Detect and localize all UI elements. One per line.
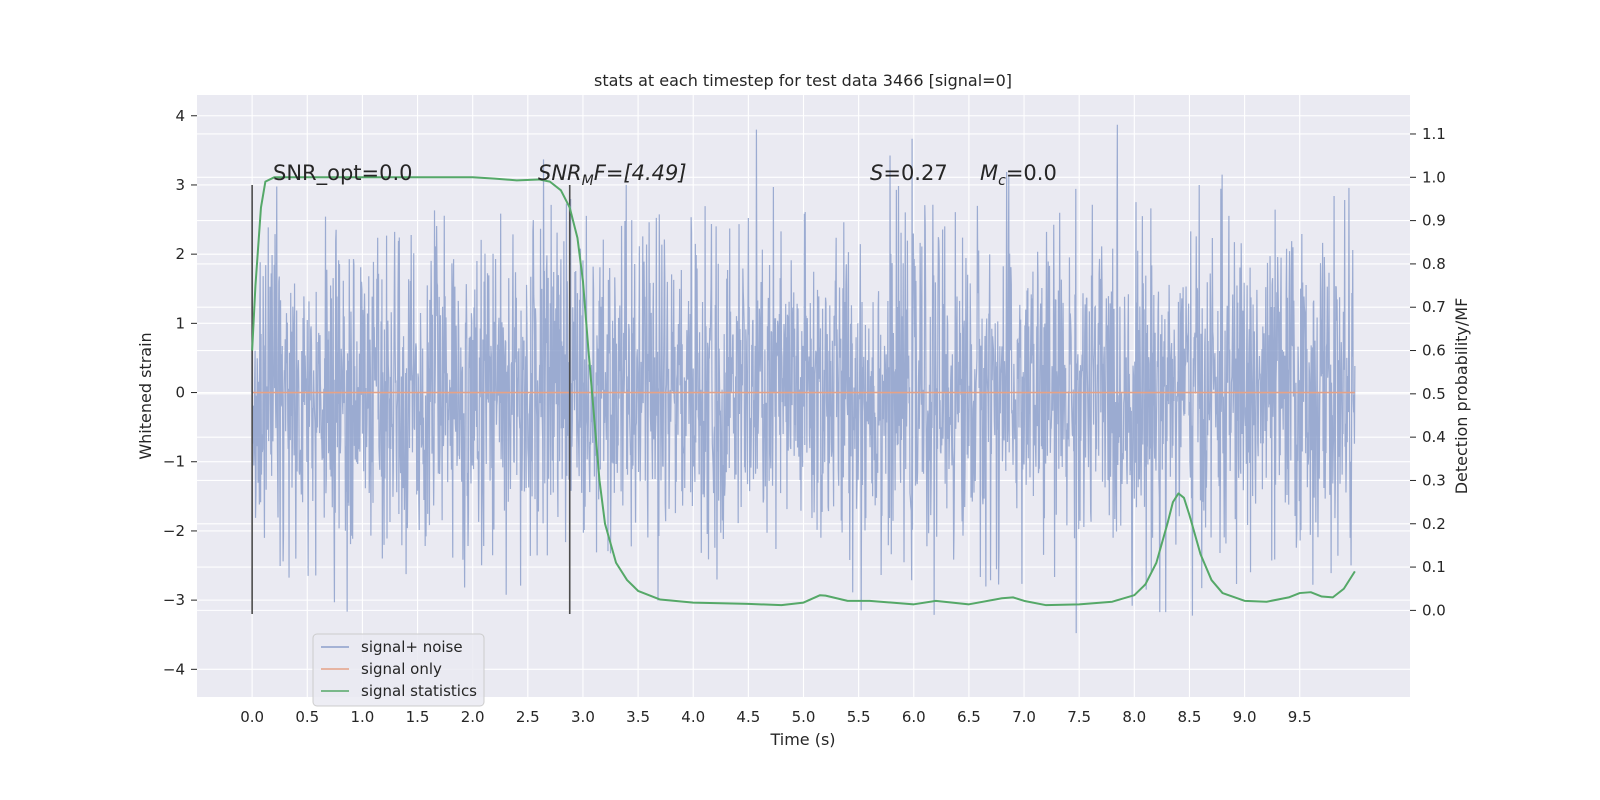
snr-mf-subscript: M: [582, 173, 594, 189]
y-right-tick-label: 0.3: [1422, 471, 1446, 489]
y-left-tick-label: −4: [163, 660, 185, 678]
x-tick-label: 4.0: [681, 708, 705, 726]
x-axis-ticks: 0.0 0.5 1.0 1.5 2.0 2.5 3.0 3.5 4.0 4.5 5.0 5.5 6.0 6…: [240, 708, 1311, 726]
mc-value: =0.0: [1006, 161, 1057, 185]
y-right-tick-label: 1.0: [1422, 168, 1446, 186]
x-tick-label: 5.5: [847, 708, 871, 726]
legend-noise-label: signal+ noise: [361, 638, 463, 656]
y-left-tick-label: 2: [175, 245, 185, 263]
mc-subscript: c: [998, 173, 1006, 189]
signal-statistics-series: [251, 176, 1356, 607]
signal-noise-line: [251, 124, 1356, 634]
x-tick-label: 3.0: [571, 708, 595, 726]
legend-box: [312, 633, 485, 707]
x-tick-label: 2.0: [461, 708, 485, 726]
y-left-tick-label: 3: [175, 176, 185, 194]
x-tick-label: 0.5: [295, 708, 319, 726]
x-tick-label: 3.5: [626, 708, 650, 726]
legend: signal+ noise signal only signal statist…: [312, 633, 485, 707]
x-tick-label: 6.5: [957, 708, 981, 726]
mc-symbol: M: [980, 161, 998, 185]
x-tick-label: 1.5: [406, 708, 430, 726]
y-right-tick-label: 0.9: [1422, 212, 1446, 230]
y-right-tick-label: 0.8: [1422, 255, 1446, 273]
y-right-tick-label: 0.2: [1422, 515, 1446, 533]
x-tick-label: 8.5: [1178, 708, 1202, 726]
y-right-tick-label: 0.6: [1422, 342, 1446, 360]
x-tick-label: 7.0: [1012, 708, 1036, 726]
x-tick-label: 1.0: [350, 708, 374, 726]
y-right-tick-label: 0.1: [1422, 558, 1446, 576]
legend-signal-label: signal only: [361, 660, 442, 678]
signal-noise-series: [251, 124, 1356, 634]
x-tick-label: 2.5: [516, 708, 540, 726]
y-left-tick-label: −2: [163, 522, 185, 540]
y-right-tick-label: 0.7: [1422, 298, 1446, 316]
x-tick-label: 9.5: [1288, 708, 1312, 726]
signal-statistics-line: [251, 176, 1356, 607]
y-right-tick-label: 0.4: [1422, 428, 1446, 446]
y-left-tick-label: −3: [163, 591, 185, 609]
s-annotation: S=0.27: [870, 161, 948, 185]
mc-annotation: Mc=0.0: [980, 161, 1057, 189]
x-tick-label: 7.5: [1067, 708, 1091, 726]
x-tick-label: 4.5: [736, 708, 760, 726]
x-tick-label: 6.0: [902, 708, 926, 726]
snr-mf-symbol: SNR: [538, 161, 582, 185]
y-right-tick-label: 0.0: [1422, 601, 1446, 619]
y-right-tick-label: 1.1: [1422, 125, 1446, 143]
x-tick-label: 9.0: [1233, 708, 1257, 726]
left-y-axis-ticks: 4 3 2 1 0 −1 −2 −3 −4: [163, 107, 197, 678]
right-y-axis-label: Detection probability/MF: [1452, 298, 1471, 495]
snr-opt-annotation: SNR_opt=0.0: [273, 161, 413, 186]
x-tick-label: 8.0: [1122, 708, 1146, 726]
x-tick-label: 0.0: [240, 708, 264, 726]
snr-mf-annotation: SNRMF=[4.49]: [538, 161, 687, 189]
s-symbol: S: [870, 161, 883, 185]
y-left-tick-label: −1: [163, 453, 185, 471]
legend-stats-label: signal statistics: [361, 682, 477, 700]
s-value: =0.27: [883, 161, 947, 185]
chart-title: stats at each timestep for test data 346…: [594, 71, 1012, 90]
snr-mf-value: F=[4.49]: [594, 161, 687, 185]
x-tick-label: 5.0: [792, 708, 816, 726]
left-y-axis-label: Whitened strain: [136, 332, 155, 459]
x-axis-label: Time (s): [769, 730, 835, 749]
y-left-tick-label: 0: [175, 384, 185, 402]
right-y-axis-ticks: 1.1 1.0 0.9 0.8 0.7 0.6 0.5 0.4 0.3 0.2 0.1 0.0: [1410, 125, 1446, 619]
y-left-tick-label: 1: [175, 314, 185, 332]
marker-lines: [251, 184, 571, 614]
y-left-tick-label: 4: [175, 107, 185, 125]
y-right-tick-label: 0.5: [1422, 385, 1446, 403]
